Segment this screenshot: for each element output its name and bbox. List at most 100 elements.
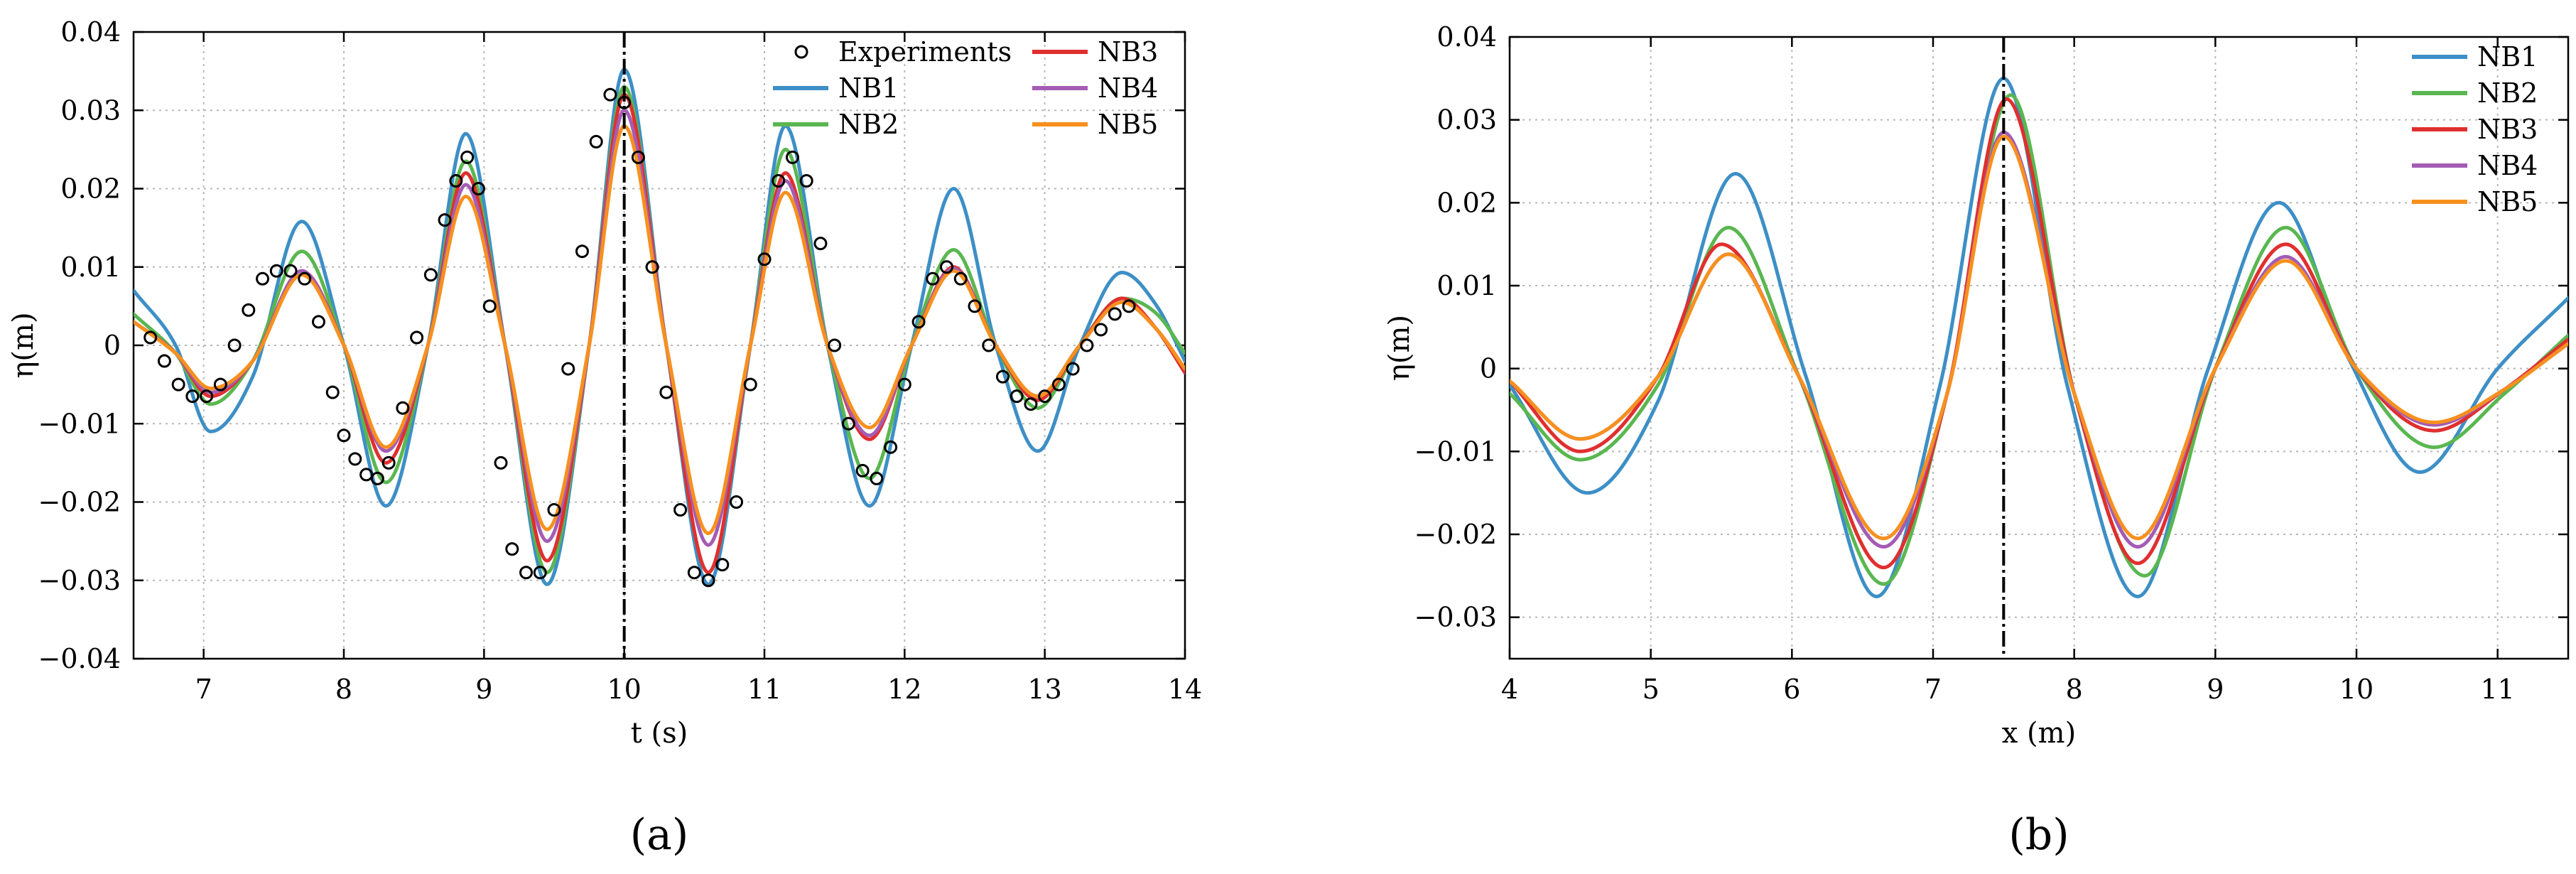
experiment-point bbox=[396, 401, 410, 415]
y-tick-label: −0.01 bbox=[1414, 436, 1497, 467]
experiment-point bbox=[841, 416, 855, 431]
experiment-point bbox=[701, 573, 715, 588]
experiment-point bbox=[283, 264, 298, 278]
experiment-point bbox=[589, 134, 603, 149]
experiment-point bbox=[185, 389, 200, 404]
plot-area bbox=[1510, 76, 2568, 598]
y-tick-label: −0.03 bbox=[1414, 602, 1497, 633]
x-tick-label: 12 bbox=[887, 674, 921, 705]
y-tick-label: 0.04 bbox=[1436, 21, 1497, 53]
y-axis-label: η(m) bbox=[7, 312, 40, 378]
series-line-nb5 bbox=[134, 124, 1185, 536]
experiment-point bbox=[995, 369, 1010, 384]
legend-entry-nb3: NB3 bbox=[1032, 36, 1158, 68]
y-tick-label: 0.02 bbox=[60, 173, 121, 205]
y-tick-label: 0.02 bbox=[1436, 187, 1497, 218]
experiment-point bbox=[828, 338, 842, 352]
experiment-point bbox=[381, 455, 396, 470]
y-tick-label: −0.01 bbox=[38, 408, 121, 439]
experiment-point bbox=[870, 471, 884, 485]
y-tick-label: 0.01 bbox=[60, 252, 121, 283]
legend-label: Experiments bbox=[838, 36, 1012, 68]
legend-marker-experiments bbox=[794, 45, 808, 59]
experiment-point bbox=[982, 338, 996, 352]
legend-label: NB2 bbox=[838, 109, 899, 140]
experiment-point bbox=[505, 542, 519, 556]
x-tick-label: 9 bbox=[2207, 674, 2224, 705]
x-tick-label: 6 bbox=[1783, 674, 1800, 705]
legend: NB1 NB2 NB3 NB4 NB5 bbox=[2412, 41, 2538, 217]
chart-panel-b: 4 5 6 7 8 9 10 11 −0.03 −0.02 −0.01 0 0.01 0.02 0.03 0.… bbox=[1383, 21, 2570, 860]
experiment-point bbox=[659, 385, 673, 399]
experiment-point bbox=[1024, 397, 1038, 411]
y-tick-label: 0.03 bbox=[1436, 104, 1497, 136]
experiment-point bbox=[438, 213, 452, 227]
x-tick-label: 9 bbox=[475, 674, 492, 705]
experiment-point bbox=[256, 271, 270, 286]
experiment-point bbox=[519, 566, 534, 580]
legend: Experiments NB1 NB2 NB3 NB4 NB5 bbox=[773, 36, 1158, 140]
experiment-point bbox=[730, 495, 744, 509]
legend-label: NB1 bbox=[838, 72, 899, 104]
legend-entry-nb4: NB4 bbox=[1032, 72, 1158, 104]
experiment-point bbox=[348, 452, 362, 466]
experiment-point bbox=[1122, 299, 1136, 313]
series-line-nb3 bbox=[134, 92, 1185, 575]
experiment-point bbox=[311, 315, 325, 329]
x-tick-label: 7 bbox=[195, 674, 212, 705]
y-tick-label: −0.02 bbox=[38, 487, 121, 518]
experiment-point bbox=[743, 377, 757, 392]
experiment-point bbox=[603, 87, 617, 102]
series-line-nb5 bbox=[1510, 134, 2568, 541]
y-tick-label: −0.02 bbox=[1414, 519, 1497, 550]
legend-label: NB5 bbox=[1098, 109, 1158, 140]
experiment-point bbox=[242, 303, 256, 317]
experiment-point bbox=[715, 558, 730, 572]
experiment-point bbox=[298, 271, 312, 286]
legend-entry-nb2: NB2 bbox=[2412, 77, 2538, 109]
experiment-point bbox=[799, 173, 813, 188]
experiment-point bbox=[1010, 389, 1024, 404]
legend-label: NB2 bbox=[2477, 77, 2538, 109]
x-tick-label: 4 bbox=[1501, 674, 1518, 705]
series-line-nb1 bbox=[134, 68, 1185, 586]
legend-entry-nb1: NB1 bbox=[2412, 41, 2538, 72]
experiment-point bbox=[884, 440, 898, 454]
legend-label: NB5 bbox=[2477, 186, 2538, 217]
panel-label: (b) bbox=[2008, 810, 2069, 860]
series-line-nb4 bbox=[134, 108, 1185, 547]
legend-label: NB4 bbox=[1098, 72, 1158, 104]
panel-label: (a) bbox=[630, 810, 689, 860]
y-tick-label: 0.01 bbox=[1436, 270, 1497, 301]
x-tick-label: 14 bbox=[1168, 674, 1202, 705]
experiment-point bbox=[897, 377, 911, 392]
experiment-point bbox=[687, 566, 701, 580]
y-tick-label: 0 bbox=[104, 330, 121, 361]
experiment-point bbox=[1038, 389, 1052, 404]
x-tick-label: 8 bbox=[2066, 674, 2083, 705]
experiment-point bbox=[171, 377, 185, 392]
plot-area bbox=[134, 68, 1185, 588]
legend-entry-experiments: Experiments bbox=[794, 36, 1012, 68]
experiment-point bbox=[575, 244, 589, 259]
x-tick-label: 10 bbox=[2339, 674, 2374, 705]
experiment-point bbox=[940, 260, 954, 274]
legend-label: NB3 bbox=[1098, 36, 1158, 68]
experiment-point bbox=[482, 299, 497, 313]
y-tick-label: −0.04 bbox=[38, 643, 121, 674]
experiment-point bbox=[757, 252, 772, 266]
experiment-point bbox=[813, 237, 828, 251]
series-line-nb2 bbox=[134, 85, 1185, 575]
experiment-point bbox=[144, 330, 158, 345]
experiment-point bbox=[213, 377, 227, 392]
experiment-point bbox=[855, 463, 870, 478]
experiment-point bbox=[953, 271, 968, 286]
experiment-point bbox=[370, 471, 384, 485]
experiment-point bbox=[359, 468, 374, 482]
legend-label: NB4 bbox=[2477, 150, 2538, 181]
experiment-point bbox=[1066, 362, 1080, 376]
x-tick-label: 7 bbox=[1925, 674, 1942, 705]
x-tick-label: 13 bbox=[1027, 674, 1061, 705]
legend-entry-nb5: NB5 bbox=[1032, 109, 1158, 140]
experiment-point bbox=[449, 173, 463, 188]
